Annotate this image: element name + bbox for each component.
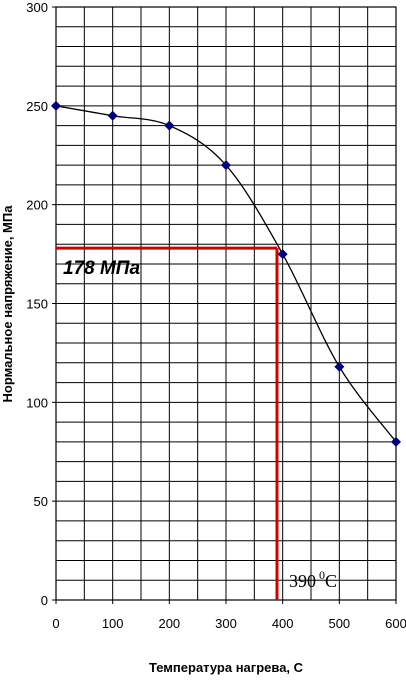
x-tick-label: 600 [385,616,406,631]
x-tick-label: 100 [102,616,124,631]
x-tick-label: 200 [158,616,180,631]
x-tick-label: 0 [52,616,59,631]
tick-labels: 0 50 100 150 200 250 300 0 100 200 300 400 500 600 [26,0,406,631]
y-tick-label: 150 [26,297,48,312]
x-tick-label: 500 [328,616,350,631]
data-point-marker [51,100,61,111]
data-point-marker [107,110,118,121]
y-tick-label: 100 [26,395,48,410]
data-point-marker [277,249,288,260]
data-point-marker [164,120,175,131]
series-layer [51,100,401,447]
y-tick-label: 300 [26,0,48,15]
temp-annotation-number: 390 [289,571,316,591]
data-point-marker [391,436,401,447]
x-tick-label: 300 [215,616,237,631]
data-point-marker [334,361,345,372]
stress-annotation: 178 МПа [63,258,140,279]
annotations: 178 МПа 390 0C [63,258,337,591]
y-tick-label: 0 [41,593,48,608]
temp-annotation-unit: C [325,571,337,591]
x-axis-title: Температура нагрева, С [149,660,304,675]
y-tick-label: 250 [26,99,48,114]
temp-annotation: 390 0C [289,568,337,591]
temp-annotation-degree: 0 [319,568,325,582]
y-tick-label: 50 [34,494,48,509]
x-tick-label: 400 [272,616,294,631]
data-point-marker [221,160,231,171]
guide-lines [56,246,279,600]
y-axis-title: Нормальное напряжение, МПа [0,205,15,403]
y-tick-label: 200 [26,198,48,213]
